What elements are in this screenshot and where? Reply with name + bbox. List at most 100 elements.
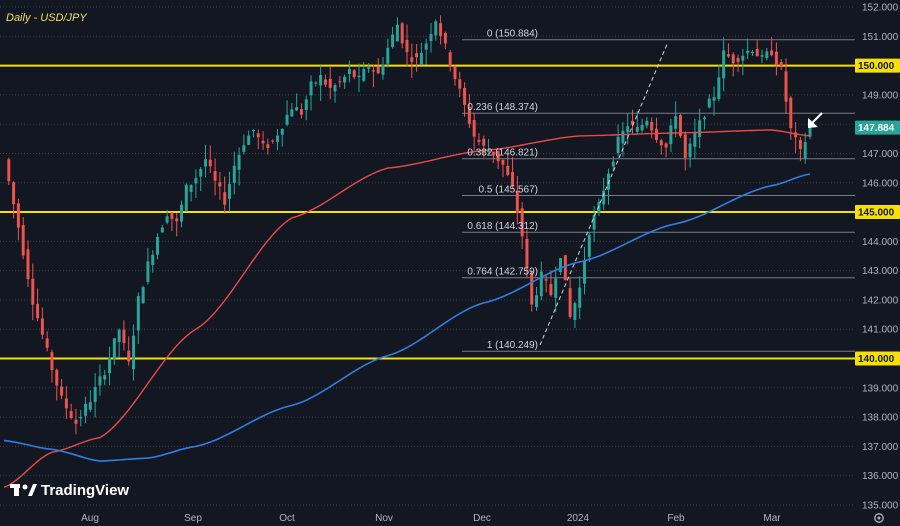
candle bbox=[448, 49, 452, 72]
candle bbox=[7, 157, 11, 186]
candle bbox=[242, 134, 246, 155]
candle bbox=[55, 368, 59, 401]
candle bbox=[669, 118, 673, 153]
key-level-badge: 150.000 bbox=[855, 58, 900, 73]
candle bbox=[765, 48, 769, 61]
fibonacci-labels: 0 (150.884) 0.236 (148.374) 0.382 (146.821… bbox=[467, 29, 538, 352]
candle bbox=[405, 24, 409, 67]
candle bbox=[319, 65, 323, 101]
candle bbox=[251, 129, 255, 138]
price-tick-label: 144.000 bbox=[862, 237, 899, 248]
price-tick-label: 139.000 bbox=[862, 383, 899, 394]
candle bbox=[707, 94, 711, 109]
candle bbox=[803, 132, 807, 164]
price-tick-label: 141.000 bbox=[862, 325, 899, 336]
candle bbox=[688, 138, 692, 168]
time-axis[interactable]: Aug Sep Oct Nov Dec 2024 Feb Mar bbox=[81, 513, 781, 524]
candle bbox=[458, 71, 462, 98]
candle bbox=[784, 58, 788, 114]
candle bbox=[376, 58, 380, 75]
time-tick-label: Mar bbox=[763, 513, 781, 524]
candle bbox=[108, 346, 112, 386]
candle bbox=[583, 246, 586, 295]
candle bbox=[295, 93, 299, 111]
candle bbox=[204, 144, 207, 178]
candle bbox=[84, 396, 88, 423]
gear-icon[interactable] bbox=[874, 513, 884, 523]
candle bbox=[501, 159, 505, 178]
logo-text: TradingView bbox=[41, 482, 129, 499]
candle bbox=[194, 169, 198, 198]
fib-label: 0.382 (146.821) bbox=[467, 148, 538, 159]
last-price-badge: 147.884 bbox=[855, 120, 900, 135]
candle bbox=[626, 113, 630, 145]
candle bbox=[218, 172, 222, 200]
candle bbox=[256, 129, 260, 150]
candle bbox=[74, 408, 78, 435]
candle bbox=[160, 224, 164, 233]
candle bbox=[774, 42, 778, 76]
candle bbox=[482, 135, 486, 158]
candle bbox=[367, 63, 371, 73]
candle bbox=[664, 142, 668, 158]
fib-label: 0.764 (142.759) bbox=[467, 267, 538, 278]
time-tick-label: Aug bbox=[81, 513, 99, 524]
candle bbox=[654, 117, 658, 143]
candle bbox=[683, 131, 687, 171]
time-tick-label: Feb bbox=[667, 513, 685, 524]
candle bbox=[592, 205, 596, 243]
moving-average-blue bbox=[3, 173, 811, 462]
candle bbox=[189, 184, 193, 202]
candle bbox=[415, 44, 419, 72]
candle bbox=[304, 95, 308, 121]
price-tick-label: 152.000 bbox=[862, 3, 899, 14]
candle bbox=[587, 232, 591, 263]
candle bbox=[736, 54, 740, 72]
time-tick-label: 2024 bbox=[567, 513, 590, 524]
candle bbox=[290, 103, 294, 117]
trendline-dashed bbox=[539, 41, 669, 346]
candle bbox=[472, 112, 476, 151]
candle bbox=[439, 15, 443, 45]
price-tick-label: 136.000 bbox=[862, 471, 899, 482]
candle bbox=[314, 81, 318, 87]
candle bbox=[323, 74, 327, 88]
arrow-annotation bbox=[808, 112, 823, 128]
candle bbox=[208, 145, 212, 173]
candle bbox=[635, 111, 639, 134]
candle bbox=[410, 43, 414, 78]
candle bbox=[506, 153, 510, 177]
candle bbox=[88, 390, 92, 412]
candle bbox=[352, 68, 356, 80]
candle bbox=[640, 118, 644, 133]
fib-label: 0.618 (144.312) bbox=[467, 221, 538, 232]
candle bbox=[184, 183, 188, 212]
price-tick-label: 135.000 bbox=[862, 501, 899, 512]
key-level-badge: 145.000 bbox=[855, 205, 900, 220]
candle bbox=[491, 151, 495, 163]
candle bbox=[693, 118, 697, 159]
candle bbox=[122, 320, 126, 351]
fibonacci-lines bbox=[462, 39, 855, 352]
candle bbox=[750, 49, 754, 56]
candle bbox=[674, 101, 678, 138]
candle bbox=[165, 209, 169, 225]
price-tick-label: 146.000 bbox=[862, 178, 899, 189]
candle bbox=[357, 63, 361, 92]
key-level-lines bbox=[0, 64, 855, 360]
candle bbox=[170, 212, 174, 231]
candle bbox=[453, 64, 457, 86]
price-tick-label: 149.000 bbox=[862, 90, 899, 101]
time-tick-label: Oct bbox=[279, 513, 295, 524]
key-level-badge: 140.000 bbox=[855, 351, 900, 366]
candle bbox=[726, 43, 730, 58]
candle bbox=[391, 26, 395, 49]
time-tick-label: Sep bbox=[184, 513, 202, 524]
candle bbox=[275, 129, 279, 151]
candle bbox=[247, 130, 251, 146]
candle bbox=[631, 109, 634, 135]
candle bbox=[434, 19, 438, 41]
candle bbox=[232, 151, 236, 195]
candle bbox=[12, 181, 16, 219]
